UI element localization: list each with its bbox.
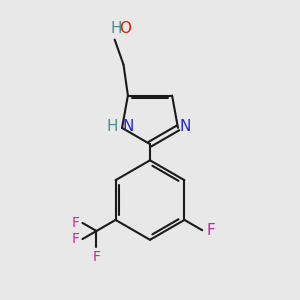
Text: F: F xyxy=(71,216,80,230)
Text: O: O xyxy=(119,21,131,36)
Text: H: H xyxy=(106,119,118,134)
Text: H: H xyxy=(110,21,122,36)
Text: N: N xyxy=(179,119,191,134)
Text: N: N xyxy=(122,119,134,134)
Text: F: F xyxy=(92,250,101,264)
Text: F: F xyxy=(207,223,215,238)
Text: F: F xyxy=(71,232,80,246)
